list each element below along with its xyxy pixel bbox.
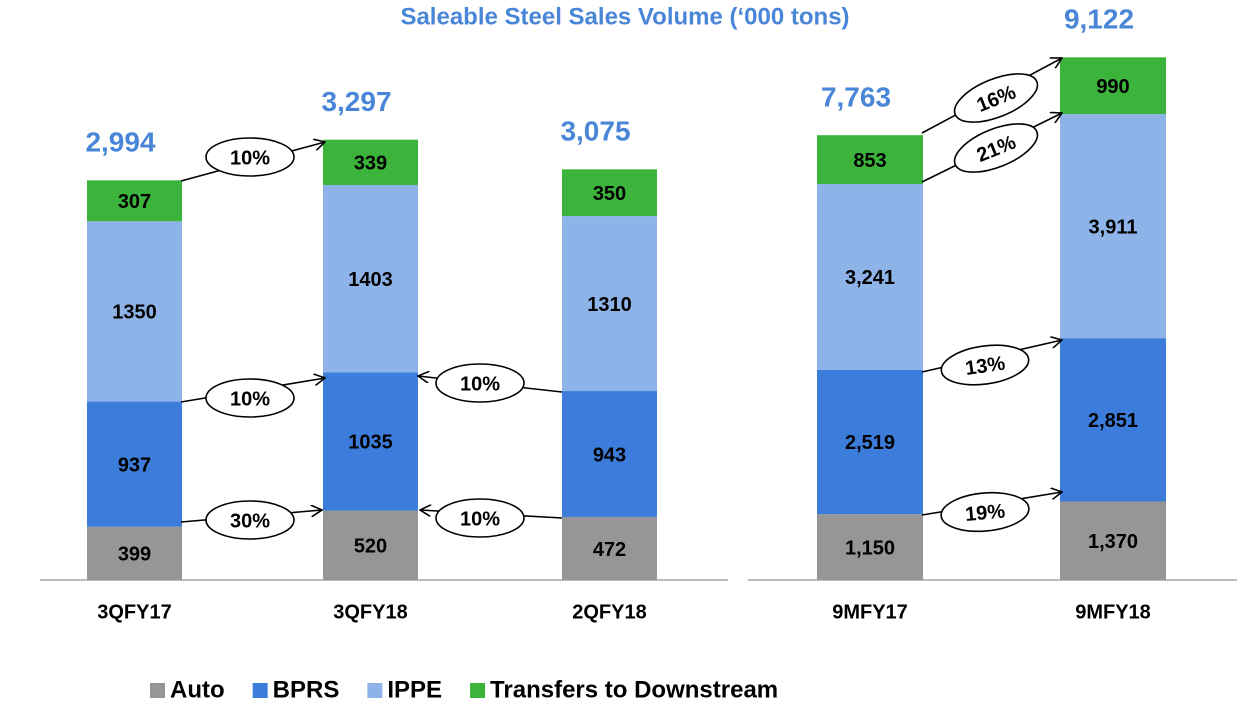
bar-segment <box>562 169 657 217</box>
bar-segment <box>1060 338 1166 502</box>
data-label: 350 <box>593 183 626 205</box>
bar-segment <box>323 372 418 511</box>
annotation-oval <box>953 73 1039 123</box>
annotation-label: 19% <box>964 501 1006 526</box>
annotation-oval <box>205 137 295 177</box>
annotation: 10% <box>205 137 295 177</box>
data-label: 990 <box>1096 76 1129 98</box>
total-label: 7,763 <box>821 82 891 113</box>
data-label: 3,911 <box>1089 216 1138 238</box>
data-label: 1403 <box>348 269 393 291</box>
annotation-oval <box>940 491 1030 533</box>
total-label: 9,122 <box>1064 4 1134 35</box>
bar-segment <box>817 514 923 580</box>
data-label: 472 <box>593 539 626 561</box>
data-label: 1310 <box>587 294 632 316</box>
total-label: 3,075 <box>560 116 630 147</box>
bar-segment <box>323 184 418 373</box>
annotation: 21% <box>953 123 1039 173</box>
data-label: 1,370 <box>1088 531 1138 553</box>
data-label: 3,241 <box>845 267 895 289</box>
annotation-oval <box>940 344 1030 386</box>
data-label: 853 <box>853 150 886 172</box>
bar-segment <box>562 391 657 517</box>
annotation: 16% <box>953 73 1039 123</box>
data-label: 2,851 <box>1088 410 1138 432</box>
x-tick-label: 2QFY18 <box>572 601 646 623</box>
data-label: 937 <box>118 454 151 476</box>
x-tick-label: 9MFY18 <box>1075 601 1151 623</box>
bar-segment <box>562 516 657 580</box>
legend-label: Auto <box>170 676 225 703</box>
annotation-oval <box>953 123 1039 173</box>
annotation: 10% <box>435 363 525 403</box>
total-label: 3,297 <box>321 86 391 117</box>
annotation-oval <box>435 498 525 538</box>
chart-title: Saleable Steel Sales Volume (‘000 tons) <box>400 3 849 30</box>
legend-label: IPPE <box>387 676 442 703</box>
data-label: 1350 <box>112 302 157 324</box>
annotation: 10% <box>205 378 295 418</box>
bar-segment <box>1060 57 1166 115</box>
annotation-label: 10% <box>460 508 500 530</box>
x-tick-label: 3QFY18 <box>333 601 407 623</box>
bar-segment <box>562 216 657 392</box>
data-label: 1,150 <box>845 537 895 559</box>
data-label: 1035 <box>348 432 393 454</box>
data-label: 520 <box>354 536 387 558</box>
legend-swatch <box>470 683 486 698</box>
annotation-label: 30% <box>230 510 270 532</box>
annotation: 10% <box>435 498 525 538</box>
annotation-oval <box>205 500 295 540</box>
total-label: 2,994 <box>85 127 155 158</box>
annotation: 19% <box>940 491 1030 533</box>
bar-segment <box>817 369 923 515</box>
annotation-oval <box>435 363 525 403</box>
legend-swatch <box>367 683 383 698</box>
legend-label: BPRS <box>273 676 340 703</box>
bar-segment <box>817 184 923 370</box>
bar-segment <box>87 221 182 402</box>
data-label: 399 <box>118 544 151 566</box>
bar-segment <box>87 180 182 222</box>
annotation: 13% <box>940 344 1030 386</box>
data-label: 943 <box>593 444 626 466</box>
bar-segment <box>1060 114 1166 339</box>
annotation-label: 10% <box>230 388 270 410</box>
x-tick-label: 9MFY17 <box>832 601 908 623</box>
annotation-label: 10% <box>460 373 500 395</box>
legend-swatch <box>150 683 165 698</box>
data-label: 307 <box>118 191 151 213</box>
data-label: 339 <box>354 153 387 175</box>
x-tick-label: 3QFY17 <box>97 601 171 623</box>
legend-swatch <box>252 683 268 698</box>
bar-segment <box>323 139 418 185</box>
bar-segment <box>817 135 923 185</box>
bar-segment <box>323 510 418 580</box>
data-label: 2,519 <box>845 432 895 454</box>
legend-label: Transfers to Downstream <box>490 676 778 703</box>
bar-segment <box>87 526 182 580</box>
annotation: 30% <box>205 500 295 540</box>
annotation-label: 10% <box>230 147 270 169</box>
annotation-oval <box>205 378 295 418</box>
bar-segment <box>87 401 182 527</box>
bar-segment <box>1060 501 1166 580</box>
